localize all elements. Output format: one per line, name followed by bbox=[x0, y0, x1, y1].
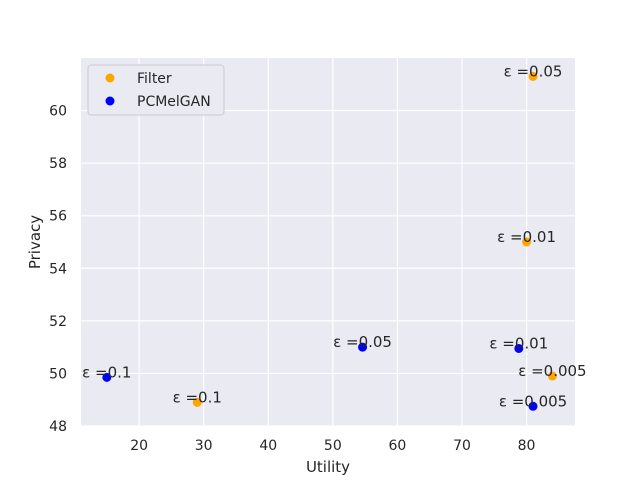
point-label: ε =0.01 bbox=[497, 228, 556, 246]
x-axis-title: Utility bbox=[306, 458, 350, 476]
data-point bbox=[102, 372, 112, 382]
data-point bbox=[514, 343, 524, 353]
x-tick-label: 70 bbox=[453, 438, 471, 454]
point-label: ε =0.1 bbox=[82, 363, 131, 381]
y-tick-label: 58 bbox=[49, 156, 67, 172]
legend-label-pcmelgan: PCMelGAN bbox=[137, 94, 211, 110]
data-point bbox=[192, 397, 202, 407]
point-labels: ε =0.05 ε =0.01 ε =0.005 ε =0.1 ε =0.05 ε =0.… bbox=[82, 62, 586, 410]
y-tick-label: 54 bbox=[49, 261, 67, 277]
data-point bbox=[528, 401, 538, 411]
point-label: ε =0.005 bbox=[518, 362, 586, 380]
data-point bbox=[528, 71, 538, 81]
plot-area bbox=[81, 58, 575, 426]
x-tick-labels: 20 30 40 50 60 70 80 bbox=[130, 438, 535, 454]
legend-marker-filter bbox=[105, 73, 115, 83]
x-tick-label: 40 bbox=[259, 438, 277, 454]
point-label: ε =0.05 bbox=[333, 333, 392, 351]
y-tick-label: 56 bbox=[49, 209, 67, 225]
point-label: ε =0.1 bbox=[173, 388, 222, 406]
x-tick-label: 60 bbox=[389, 438, 407, 454]
data-point bbox=[358, 342, 368, 352]
x-tick-label: 30 bbox=[195, 438, 213, 454]
x-tick-label: 50 bbox=[324, 438, 342, 454]
point-label: ε =0.005 bbox=[499, 392, 567, 410]
grid bbox=[81, 58, 575, 427]
legend: Filter PCMelGAN bbox=[87, 64, 225, 116]
y-tick-label: 60 bbox=[49, 104, 67, 120]
legend-label-filter: Filter bbox=[137, 71, 172, 87]
legend-marker-pcmelgan bbox=[105, 96, 115, 106]
point-label: ε =0.05 bbox=[504, 62, 563, 80]
y-tick-labels: 48 50 52 54 56 58 60 bbox=[49, 104, 67, 435]
x-tick-label: 20 bbox=[130, 438, 148, 454]
point-label: ε =0.01 bbox=[489, 334, 548, 352]
y-tick-label: 50 bbox=[49, 366, 67, 382]
y-tick-label: 48 bbox=[49, 419, 67, 435]
data-point bbox=[522, 237, 532, 247]
legend-box bbox=[87, 64, 225, 116]
y-tick-label: 52 bbox=[49, 314, 67, 330]
data-points bbox=[102, 71, 557, 411]
x-tick-label: 80 bbox=[518, 438, 536, 454]
y-axis-title: Privacy bbox=[26, 215, 44, 269]
data-point bbox=[547, 371, 557, 381]
